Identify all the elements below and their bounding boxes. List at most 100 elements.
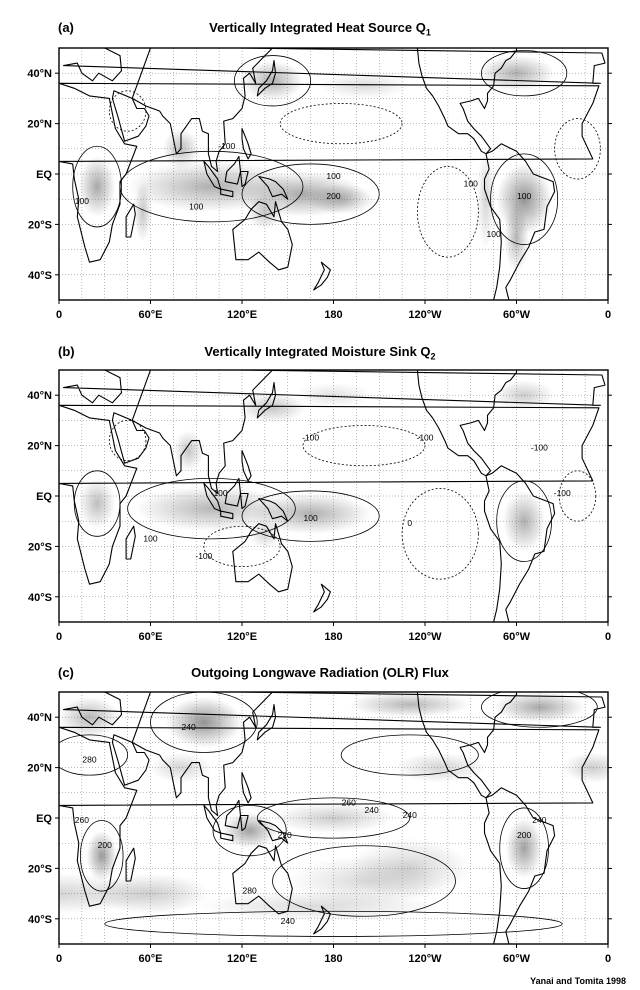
contour-line bbox=[279, 103, 403, 145]
contour-line bbox=[558, 470, 597, 522]
lat-label: 20°N bbox=[27, 119, 52, 131]
shaded-region bbox=[478, 55, 555, 91]
contour-line bbox=[272, 845, 456, 917]
coastline-java bbox=[220, 188, 234, 198]
coastline-sulawesi bbox=[239, 492, 249, 510]
lon-label: 120°E bbox=[227, 631, 257, 643]
coastline-madagascar bbox=[125, 203, 136, 238]
contour-label: 220 bbox=[278, 830, 292, 840]
coastline-australia bbox=[232, 845, 293, 915]
lon-label: 180 bbox=[324, 631, 342, 643]
lon-label: 120°W bbox=[408, 631, 442, 643]
panel-c: (c) Outgoing Longwave Radiation (OLR) Fl… bbox=[0, 644, 640, 974]
contour-label: 0 bbox=[407, 518, 412, 528]
shaded-region bbox=[242, 60, 303, 101]
lat-label: EQ bbox=[36, 813, 52, 825]
shaded-region bbox=[165, 697, 242, 748]
panel-a-map: 100 100 -100 100 200 100 100 100 40°N 20°N EQ 20°S 4… bbox=[27, 47, 612, 321]
lon-label: 0 bbox=[605, 631, 611, 643]
lon-label: 120°W bbox=[408, 309, 442, 321]
coastline-europe bbox=[63, 370, 606, 406]
contour-label: 100 bbox=[75, 196, 89, 206]
coastline-sulawesi bbox=[239, 814, 249, 832]
lat-label: 20°N bbox=[27, 763, 52, 775]
contour-label: -100 bbox=[211, 488, 228, 498]
coastline-sameri bbox=[483, 465, 556, 622]
panel-b-title-subscript: 2 bbox=[430, 351, 436, 362]
lat-label: 40°N bbox=[27, 390, 52, 402]
shaded-region bbox=[173, 430, 204, 471]
coastline-japan bbox=[256, 704, 277, 741]
contour-label: 240 bbox=[403, 810, 417, 820]
contour-line bbox=[72, 145, 122, 228]
coastline-nz bbox=[313, 583, 331, 613]
lon-label: 180 bbox=[324, 309, 342, 321]
contour-label: 240 bbox=[182, 722, 196, 732]
coastline-australia bbox=[232, 201, 293, 271]
coastline-asia bbox=[131, 370, 274, 495]
coastline-africa bbox=[59, 726, 600, 907]
contour-label: 260 bbox=[342, 797, 356, 807]
contour-line bbox=[416, 166, 479, 258]
coastline-java bbox=[220, 510, 234, 520]
credit-text: Yanai and Tomita 1998 bbox=[530, 976, 626, 986]
coastline-sulawesi bbox=[239, 170, 249, 188]
coastline-asia bbox=[131, 48, 274, 173]
lon-label: 60°E bbox=[139, 953, 163, 965]
lon-label: 120°W bbox=[408, 953, 442, 965]
lon-label: 0 bbox=[56, 309, 62, 321]
coastline-borneo bbox=[224, 155, 242, 185]
coastline-borneo bbox=[224, 799, 242, 829]
shaded-region bbox=[562, 752, 608, 783]
contour-label: 240 bbox=[532, 815, 546, 825]
contour-line bbox=[79, 820, 124, 892]
shaded-region bbox=[348, 692, 471, 718]
shaded-region bbox=[505, 818, 543, 879]
contour-line bbox=[340, 734, 479, 776]
lat-label: 20°N bbox=[27, 441, 52, 453]
contour-line bbox=[490, 153, 559, 245]
coastline-arabia bbox=[111, 90, 150, 142]
coastline-asia bbox=[131, 692, 274, 817]
panel-b: (b) Vertically Integrated Moisture Sink … bbox=[0, 322, 640, 652]
shaded-region bbox=[295, 382, 372, 408]
coastline-philippines bbox=[241, 128, 252, 160]
panel-a-title-text: Vertically Integrated Heat Source Q bbox=[209, 20, 426, 35]
contour-line bbox=[127, 477, 296, 540]
panel-a: (a) Vertically Integrated Heat Source Q1… bbox=[0, 0, 640, 330]
contour-line bbox=[108, 419, 147, 462]
coastline-philippines bbox=[241, 772, 252, 804]
coastline-newguinea bbox=[258, 497, 289, 522]
contour-line bbox=[241, 490, 380, 542]
contour-label: 100 bbox=[189, 201, 203, 211]
shaded-region bbox=[348, 838, 471, 899]
shaded-region bbox=[78, 478, 116, 529]
lon-label: 0 bbox=[605, 309, 611, 321]
panel-b-title: Vertically Integrated Moisture Sink Q2 bbox=[0, 344, 640, 362]
panel-b-map: -100 100 -100 0 -100 100 -100 -100 -100 40°N 20°N E… bbox=[27, 369, 612, 643]
coastline-nameri bbox=[416, 370, 518, 477]
panel-c-title: Outgoing Longwave Radiation (OLR) Flux bbox=[0, 665, 640, 683]
coastline-europe bbox=[63, 48, 606, 84]
contour-label: 100 bbox=[517, 191, 531, 201]
shaded-region bbox=[318, 73, 410, 99]
lat-label: 20°S bbox=[28, 541, 52, 553]
coastline-newguinea bbox=[258, 819, 289, 844]
contour-label: 200 bbox=[517, 830, 531, 840]
coastline-newguinea bbox=[258, 175, 289, 200]
lat-label: 40°N bbox=[27, 68, 52, 80]
map-content: -100 100 -100 0 -100 100 -100 -100 -100 bbox=[59, 370, 608, 622]
contour-label: 100 bbox=[464, 179, 478, 189]
coastline-madagascar bbox=[125, 525, 136, 560]
shaded-region bbox=[86, 830, 117, 881]
coastline-africa bbox=[59, 82, 600, 263]
contour-line bbox=[481, 50, 568, 97]
lat-label: 40°N bbox=[27, 712, 52, 724]
shaded-region bbox=[133, 181, 153, 243]
lat-label: 40°S bbox=[28, 914, 52, 926]
contour-line bbox=[481, 692, 598, 728]
contour-line bbox=[241, 163, 380, 225]
shaded-region bbox=[249, 518, 281, 549]
shaded-region bbox=[249, 493, 372, 534]
contour-label: 100 bbox=[304, 513, 318, 523]
